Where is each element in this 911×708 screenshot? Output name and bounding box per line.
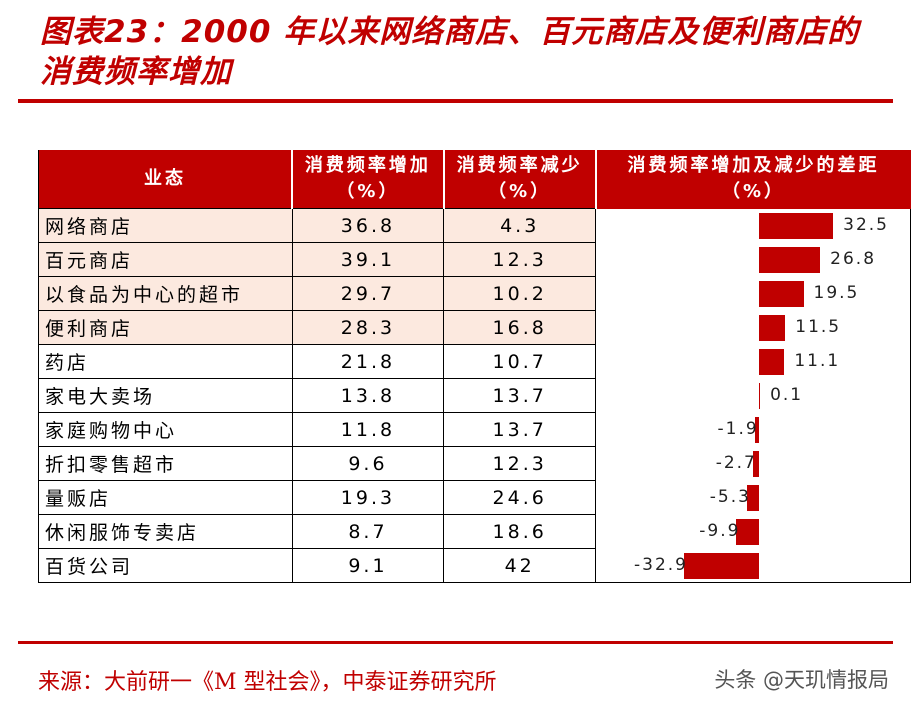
bar — [746, 484, 760, 511]
value-cell: 13.8 — [291, 378, 445, 413]
table-row: 百元商店 39.1 12.3 26.8 — [38, 242, 911, 277]
value-cell: 42 — [443, 548, 597, 583]
header-row: 业态 消费频率增加（%） 消费频率减少（%） 消费频率增加及减少的差距（%） — [38, 150, 911, 209]
category-cell: 网络商店 — [38, 208, 293, 243]
category-cell: 家庭购物中心 — [38, 412, 293, 447]
table-row: 家庭购物中心 11.8 13.7 -1.9 — [38, 412, 911, 447]
category-cell: 折扣零售超市 — [38, 446, 293, 481]
value-cell: 13.7 — [443, 412, 597, 447]
value-cell: 10.7 — [443, 344, 597, 379]
value-cell: 24.6 — [443, 480, 597, 515]
data-label: -5.3 — [709, 486, 751, 507]
bar — [684, 552, 760, 579]
category-cell: 以食品为中心的超市 — [38, 276, 293, 311]
bar — [759, 314, 786, 341]
value-cell: 16.8 — [443, 310, 597, 345]
bar — [759, 348, 785, 375]
data-label: 19.5 — [813, 282, 860, 303]
column-header: 消费频率增加及减少的差距（%） — [594, 150, 911, 209]
value-cell: 12.3 — [443, 446, 597, 481]
bar — [759, 280, 804, 307]
bar — [759, 212, 834, 239]
data-label: 11.1 — [794, 350, 841, 371]
table-row: 家电大卖场 13.8 13.7 0.1 — [38, 378, 911, 413]
value-cell: 9.6 — [291, 446, 445, 481]
bar — [754, 416, 760, 443]
category-cell: 休闲服饰专卖店 — [38, 514, 293, 549]
bar — [752, 450, 760, 477]
value-cell: 10.2 — [443, 276, 597, 311]
title-rule — [18, 99, 893, 103]
diff-cell: 19.5 — [595, 276, 911, 311]
data-label: -9.9 — [699, 520, 741, 541]
diff-cell: 11.1 — [595, 344, 911, 379]
diff-cell: -32.9 — [595, 548, 911, 583]
bar — [759, 382, 761, 409]
value-cell: 29.7 — [291, 276, 445, 311]
diff-cell: -9.9 — [595, 514, 911, 549]
diff-cell: -1.9 — [595, 412, 911, 447]
value-cell: 36.8 — [291, 208, 445, 243]
table-row: 便利商店 28.3 16.8 11.5 — [38, 310, 911, 345]
value-cell: 8.7 — [291, 514, 445, 549]
column-header: 业态 — [38, 150, 293, 209]
value-cell: 12.3 — [443, 242, 597, 277]
title: 图表23：2000 年以来网络商店、百元商店及便利商店的消费频率增加 — [40, 14, 860, 90]
category-cell: 百货公司 — [38, 548, 293, 583]
data-label: -2.7 — [715, 452, 757, 473]
footer-rule — [18, 641, 893, 644]
data-label: 32.5 — [843, 214, 889, 235]
value-cell: 4.3 — [443, 208, 597, 243]
diff-cell: 32.5 — [595, 208, 911, 243]
data-label: 0.1 — [770, 384, 804, 405]
data-label: -1.9 — [717, 418, 759, 439]
data-label: 26.8 — [830, 248, 877, 269]
column-header: 消费频率增加（%） — [291, 150, 444, 209]
table-row: 折扣零售超市 9.6 12.3 -2.7 — [38, 446, 911, 481]
value-cell: 13.7 — [443, 378, 597, 413]
category-cell: 量贩店 — [38, 480, 293, 515]
table-row: 网络商店 36.8 4.3 32.5 — [38, 208, 911, 243]
value-cell: 28.3 — [291, 310, 445, 345]
category-cell: 家电大卖场 — [38, 378, 293, 413]
diff-cell: 0.1 — [595, 378, 911, 413]
bar — [736, 518, 760, 545]
category-cell: 便利商店 — [38, 310, 293, 345]
column-header: 消费频率减少（%） — [442, 150, 596, 209]
value-cell: 39.1 — [291, 242, 445, 277]
bar — [759, 246, 821, 273]
diff-cell: 11.5 — [595, 310, 911, 345]
table-row: 药店 21.8 10.7 11.1 — [38, 344, 911, 379]
value-cell: 21.8 — [291, 344, 445, 379]
table-row: 以食品为中心的超市 29.7 10.2 19.5 — [38, 276, 911, 311]
category-cell: 药店 — [38, 344, 293, 379]
value-cell: 19.3 — [291, 480, 445, 515]
table-row: 百货公司 9.1 42 -32.9 — [38, 548, 911, 583]
source: 来源：大前研一《M 型社会》，中泰证券研究所 — [38, 670, 497, 695]
value-cell: 11.8 — [291, 412, 445, 447]
data-table: 业态 消费频率增加（%） 消费频率减少（%） 消费频率增加及减少的差距（%） 网络商店… — [38, 150, 911, 583]
diff-cell: -2.7 — [595, 446, 911, 481]
category-cell: 百元商店 — [38, 242, 293, 277]
value-cell: 9.1 — [291, 548, 445, 583]
diff-cell: 26.8 — [595, 242, 911, 277]
watermark: 头条 @天玑情报局 — [714, 668, 889, 692]
data-label: -32.9 — [634, 554, 688, 575]
data-label: 11.5 — [795, 316, 842, 337]
table-row: 休闲服饰专卖店 8.7 18.6 -9.9 — [38, 514, 911, 549]
value-cell: 18.6 — [443, 514, 597, 549]
table-row: 量贩店 19.3 24.6 -5.3 — [38, 480, 911, 515]
diff-cell: -5.3 — [595, 480, 911, 515]
